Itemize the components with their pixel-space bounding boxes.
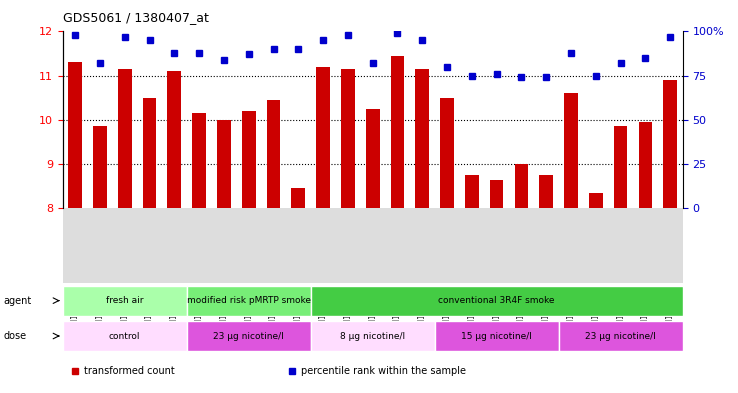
Bar: [539, 175, 553, 208]
Bar: [242, 111, 255, 208]
Text: 23 μg nicotine/l: 23 μg nicotine/l: [585, 332, 656, 340]
Bar: [69, 62, 82, 208]
Bar: [614, 127, 627, 208]
Text: GDS5061 / 1380407_at: GDS5061 / 1380407_at: [63, 11, 209, 24]
Bar: [63, 286, 187, 316]
Bar: [187, 286, 311, 316]
Text: fresh air: fresh air: [106, 296, 143, 305]
Bar: [559, 321, 683, 351]
Text: conventional 3R4F smoke: conventional 3R4F smoke: [438, 296, 555, 305]
Bar: [168, 71, 181, 208]
Bar: [292, 188, 305, 208]
Text: 23 μg nicotine/l: 23 μg nicotine/l: [213, 332, 284, 340]
Bar: [93, 127, 107, 208]
Text: transformed count: transformed count: [84, 366, 175, 376]
Bar: [311, 321, 435, 351]
Bar: [490, 180, 503, 208]
Bar: [435, 321, 559, 351]
Bar: [63, 321, 187, 351]
Bar: [663, 80, 677, 208]
Bar: [266, 100, 280, 208]
Text: 8 μg nicotine/l: 8 μg nicotine/l: [340, 332, 405, 340]
Text: agent: agent: [4, 296, 32, 306]
Text: dose: dose: [4, 331, 27, 341]
Text: control: control: [109, 332, 140, 340]
Bar: [341, 69, 355, 208]
Bar: [441, 98, 454, 208]
Bar: [142, 98, 156, 208]
Bar: [193, 113, 206, 208]
Bar: [589, 193, 603, 208]
Bar: [465, 175, 479, 208]
Bar: [415, 69, 429, 208]
Bar: [390, 56, 404, 208]
Bar: [311, 286, 683, 316]
Bar: [366, 109, 379, 208]
Text: 15 μg nicotine/l: 15 μg nicotine/l: [461, 332, 532, 340]
Bar: [118, 69, 131, 208]
Bar: [187, 321, 311, 351]
Bar: [217, 120, 231, 208]
Bar: [514, 164, 528, 208]
Text: percentile rank within the sample: percentile rank within the sample: [301, 366, 466, 376]
Bar: [317, 67, 330, 208]
Bar: [638, 122, 652, 208]
Bar: [565, 93, 578, 208]
Text: modified risk pMRTP smoke: modified risk pMRTP smoke: [187, 296, 311, 305]
